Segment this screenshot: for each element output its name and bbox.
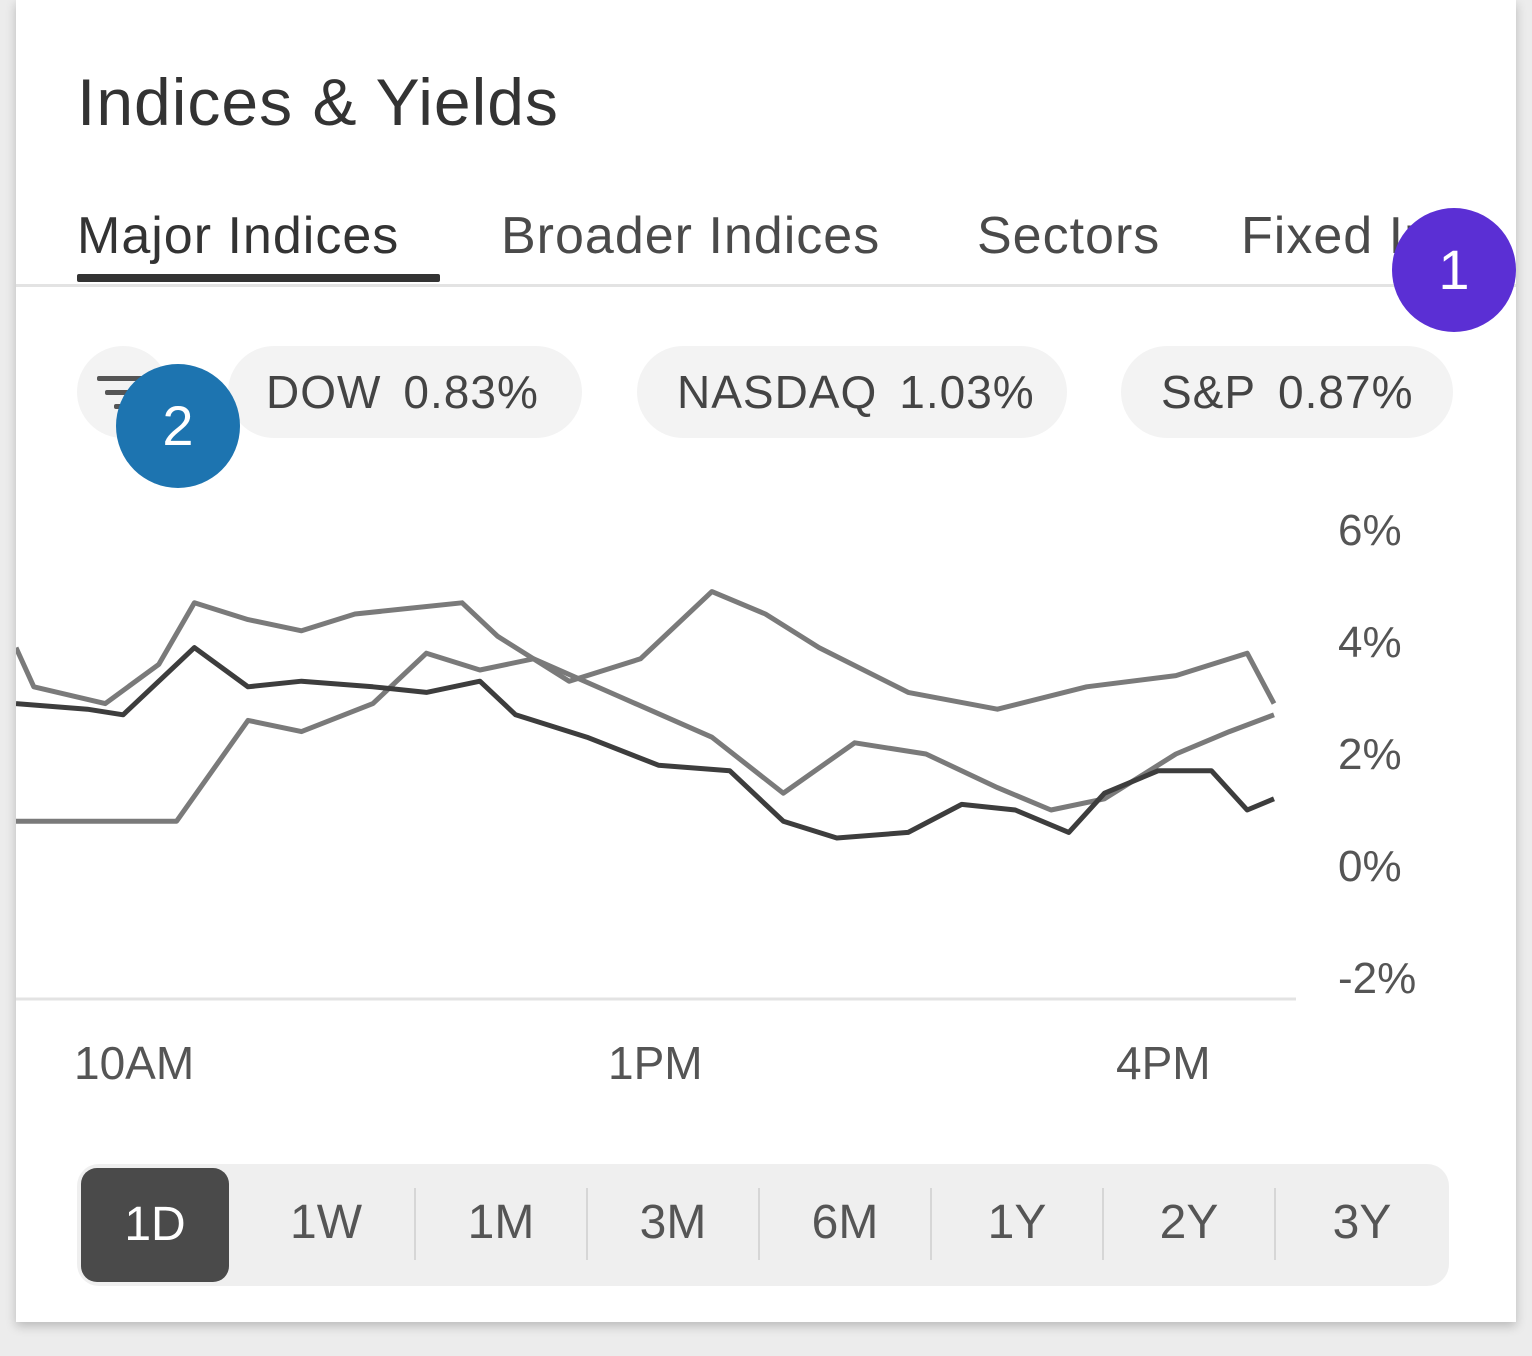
annotation-badge-2: 2 [116, 364, 240, 488]
range-separator [1274, 1188, 1276, 1260]
range-1m[interactable]: 1M [467, 1196, 535, 1249]
series-line-top [16, 589, 1277, 712]
x-tick-label: 10AM [74, 1037, 195, 1089]
y-tick-label: -2% [1338, 954, 1417, 1003]
chip-dow-name: DOW [266, 366, 382, 418]
range-1d[interactable]: 1D [81, 1168, 229, 1282]
range-3m[interactable]: 3M [639, 1196, 707, 1249]
range-6m[interactable]: 6M [811, 1196, 879, 1249]
range-separator [586, 1188, 588, 1260]
range-separator [758, 1188, 760, 1260]
chip-dow[interactable]: DOW 0.83% [228, 346, 582, 438]
chip-nasdaq-name: NASDAQ [677, 366, 878, 418]
series-line-bottom [16, 645, 1275, 841]
chip-nasdaq[interactable]: NASDAQ 1.03% [637, 346, 1067, 438]
chip-sp-name: S&P [1161, 366, 1257, 418]
chart-series-group [16, 589, 1277, 841]
x-tick-label: 4PM [1116, 1037, 1211, 1089]
series-line-middle [16, 650, 1275, 824]
annotation-badge-1: 1 [1392, 208, 1516, 332]
chip-dow-value: 0.83% [403, 366, 539, 418]
card-title: Indices & Yields [77, 65, 559, 139]
indices-card: Indices & Yields Major Indices Broader I… [16, 0, 1516, 1322]
tab-major-indices[interactable]: Major Indices [77, 207, 400, 265]
index-chart [16, 589, 1296, 1001]
tab-broader-indices[interactable]: Broader Indices [501, 207, 881, 265]
y-tick-label: 2% [1338, 730, 1402, 779]
x-tick-label: 1PM [608, 1037, 703, 1089]
range-separator [414, 1188, 416, 1260]
range-1w[interactable]: 1W [290, 1196, 362, 1249]
y-tick-label: 0% [1338, 842, 1402, 891]
range-separator [930, 1188, 932, 1260]
chip-sp-value: 0.87% [1278, 366, 1414, 418]
filter-icon-line-2 [105, 390, 141, 395]
tab-bar: Major Indices Broader Indices Sectors Fi… [16, 200, 1516, 287]
chip-sp[interactable]: S&P 0.87% [1121, 346, 1453, 438]
tab-sectors[interactable]: Sectors [977, 207, 1161, 265]
filter-icon [97, 376, 149, 381]
active-tab-indicator [77, 274, 440, 282]
time-range-selector: 1D 1W 1M 3M 6M 1Y 2Y 3Y [77, 1164, 1449, 1286]
y-tick-label: 4% [1338, 618, 1402, 667]
y-tick-label: 6% [1338, 506, 1402, 555]
range-separator [1102, 1188, 1104, 1260]
range-1y[interactable]: 1Y [987, 1196, 1047, 1249]
range-2y[interactable]: 2Y [1159, 1196, 1219, 1249]
chip-nasdaq-value: 1.03% [899, 366, 1035, 418]
range-3y[interactable]: 3Y [1332, 1196, 1392, 1249]
